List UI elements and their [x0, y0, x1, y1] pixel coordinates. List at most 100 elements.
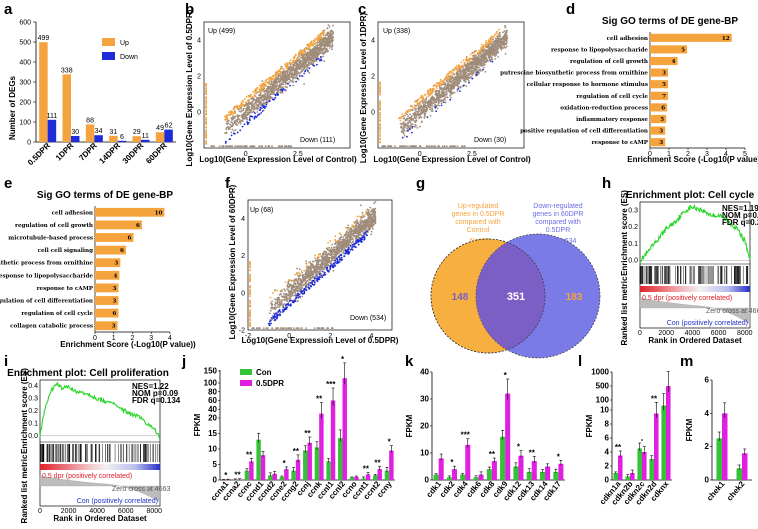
- scatter-point: [274, 76, 277, 78]
- scatter-point: [477, 73, 480, 75]
- scatter-point: [251, 115, 254, 118]
- scatter-point: [237, 122, 240, 124]
- scatter-point: [297, 72, 300, 75]
- scatter-point: [292, 291, 294, 294]
- scatter-point: [326, 258, 329, 261]
- scatter-point: [427, 95, 430, 97]
- scatter-point: [471, 77, 474, 80]
- scatter-point: [448, 77, 450, 80]
- scatter-point: [270, 307, 273, 310]
- scatter-point: [350, 242, 352, 244]
- scatter-point: [265, 101, 268, 104]
- scatter-point: [504, 35, 506, 38]
- scatter-point: [374, 207, 377, 210]
- scatter-point: [504, 31, 507, 34]
- scatter-point: [499, 35, 502, 37]
- scatter-point: [426, 107, 428, 110]
- scatter-point: [320, 43, 323, 46]
- scatter-point: [322, 38, 325, 41]
- scatter-point: [453, 69, 456, 72]
- scatter-point: [472, 51, 475, 54]
- scatter-point: [379, 105, 381, 108]
- scatter-point: [476, 63, 479, 66]
- scatter-point: [311, 50, 314, 53]
- panel-label-d: d: [566, 1, 575, 18]
- scatter-point: [236, 106, 238, 109]
- scatter-point: [288, 68, 290, 70]
- scatter-point: [410, 104, 413, 107]
- scatter-point: [294, 77, 296, 80]
- scatter-point: [269, 85, 272, 88]
- scatter-point: [462, 74, 464, 76]
- go-bar: [650, 91, 669, 100]
- go-term-label: oxidation-reduction process: [560, 105, 648, 111]
- a-bar-up: [155, 132, 165, 142]
- scatter-point: [290, 62, 292, 64]
- scatter-point: [463, 145, 466, 148]
- scatter-point: [486, 49, 489, 51]
- scatter-point: [337, 250, 339, 253]
- scatter-point: [505, 40, 508, 42]
- scatter-point: [230, 134, 233, 137]
- scatter-point: [312, 62, 315, 65]
- scatter-point: [359, 230, 362, 233]
- scatter-point: [305, 260, 307, 263]
- scatter-point: [402, 131, 405, 133]
- scatter-point: [405, 130, 408, 133]
- scatter-point: [233, 117, 236, 119]
- scatter-point: [410, 145, 413, 148]
- scatter-point: [314, 260, 317, 262]
- scatter-point: [415, 124, 417, 127]
- scatter-point: [238, 110, 241, 113]
- panel-b-up-label: Up (499): [208, 28, 235, 35]
- scatter-point: [418, 117, 420, 120]
- scatter-point: [267, 85, 270, 88]
- scatter-point: [434, 90, 437, 93]
- scatter-point: [305, 61, 308, 64]
- scatter-point: [271, 304, 273, 307]
- scatter-point: [478, 51, 481, 54]
- scatter-point: [291, 59, 294, 62]
- scatter-point: [420, 111, 422, 113]
- scatter-point: [331, 48, 333, 51]
- scatter-point: [273, 74, 276, 77]
- scatter-point: [210, 145, 213, 148]
- scatter-point: [410, 122, 412, 125]
- scatter-point: [301, 54, 303, 57]
- scatter-point: [407, 145, 409, 148]
- scatter-point: [231, 113, 234, 116]
- scatter-point: [329, 35, 331, 38]
- scatter-point: [489, 40, 492, 42]
- scatter-point: [249, 94, 252, 97]
- scatter-point: [422, 104, 425, 106]
- scatter-point: [278, 79, 280, 82]
- scatter-point: [359, 220, 361, 223]
- scatter-point: [322, 254, 324, 257]
- scatter-point: [322, 53, 325, 55]
- scatter-point: [414, 111, 417, 114]
- scatter-point: [469, 63, 472, 66]
- scatter-point: [205, 83, 208, 86]
- scatter-point: [282, 68, 285, 71]
- scatter-point: [295, 80, 297, 83]
- scatter-point: [420, 100, 423, 102]
- go-xtick-label: 1: [667, 151, 671, 158]
- scatter-point: [352, 229, 355, 232]
- scatter-point: [248, 102, 251, 105]
- go-bar-count: 3: [659, 140, 663, 146]
- scatter-point: [253, 94, 256, 97]
- a-category-label: 60DPR: [144, 141, 169, 166]
- scatter-point: [285, 70, 287, 73]
- scatter-point: [496, 49, 498, 52]
- scatter-point: [462, 72, 465, 75]
- scatter-point: [312, 260, 314, 263]
- scatter-point: [258, 145, 260, 148]
- scatter-point: [285, 86, 288, 89]
- go-bar-count: 12: [722, 36, 730, 42]
- scatter-point: [283, 77, 286, 80]
- scatter-point: [282, 88, 285, 90]
- scatter-point: [456, 145, 459, 148]
- scatter-point: [282, 75, 285, 78]
- scatter-point: [472, 58, 474, 61]
